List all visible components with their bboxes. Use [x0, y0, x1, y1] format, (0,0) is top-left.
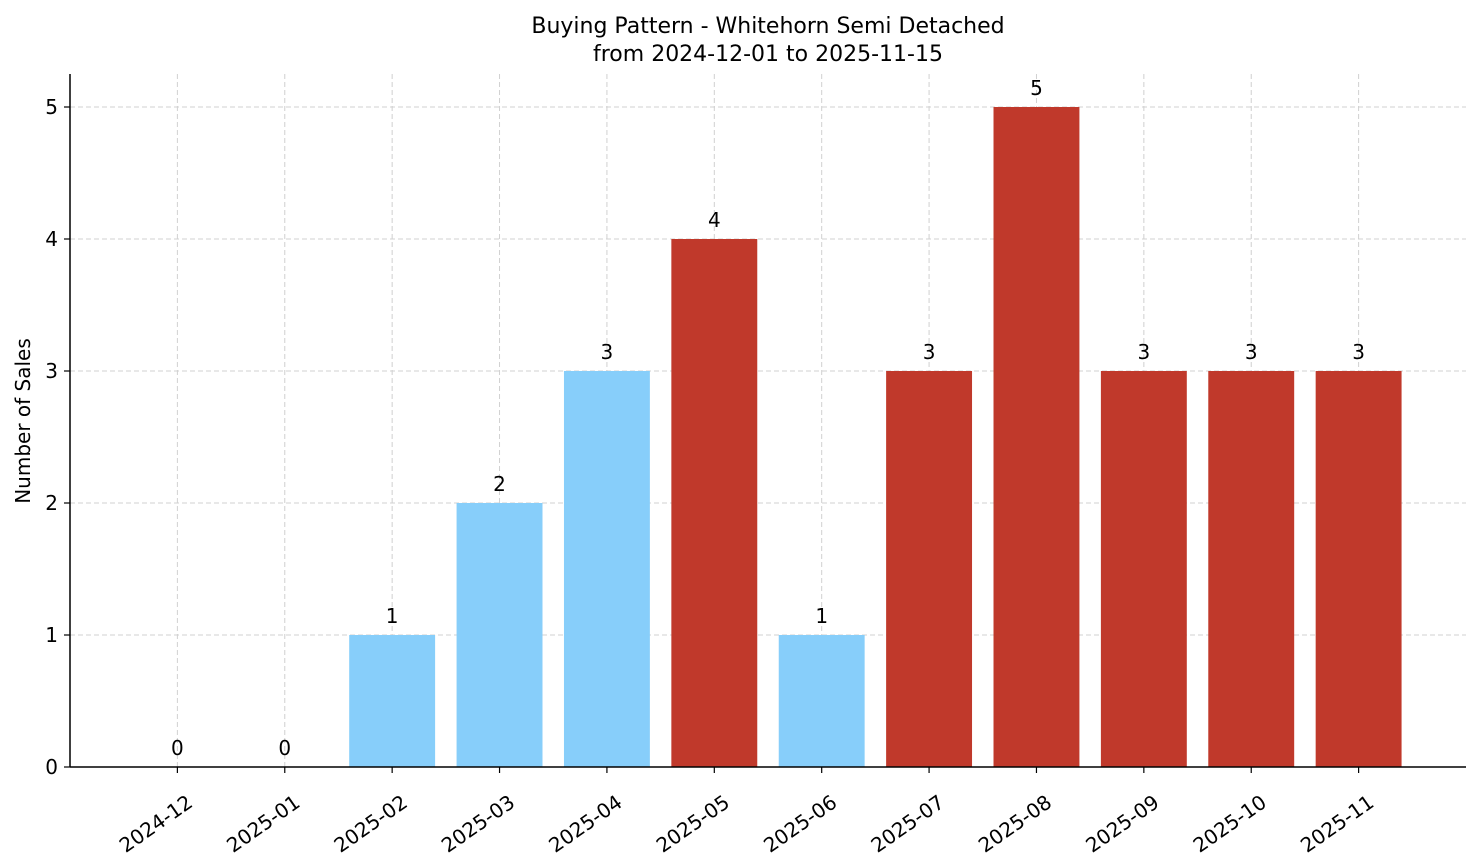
value-label: 4 — [708, 208, 721, 232]
x-tick-label: 2024-12 — [115, 790, 197, 858]
bar — [1100, 371, 1187, 767]
x-tick-label: 2025-01 — [222, 790, 304, 858]
y-tick-label: 1 — [45, 623, 58, 647]
bar — [886, 371, 973, 767]
x-tick-label: 2025-02 — [330, 790, 412, 858]
value-label: 0 — [278, 736, 291, 760]
value-label: 1 — [815, 604, 828, 628]
value-label: 2 — [493, 472, 506, 496]
value-label: 3 — [1137, 340, 1150, 364]
value-label: 3 — [1352, 340, 1365, 364]
bar — [1208, 371, 1295, 767]
x-tick-label: 2025-09 — [1081, 790, 1163, 858]
y-tick-label: 4 — [45, 227, 58, 251]
y-tick-label: 5 — [45, 95, 58, 119]
x-tick-label: 2025-07 — [866, 790, 948, 858]
bar — [563, 371, 650, 767]
x-tick-label: 2025-11 — [1296, 790, 1378, 858]
x-tick-label: 2025-03 — [437, 790, 519, 858]
y-tick-label: 3 — [45, 359, 58, 383]
value-label: 5 — [1030, 76, 1043, 100]
value-label: 0 — [171, 736, 184, 760]
value-label: 3 — [601, 340, 614, 364]
value-label: 3 — [1245, 340, 1258, 364]
value-label: 1 — [386, 604, 399, 628]
chart-subtitle: from 2024-12-01 to 2025-11-15 — [593, 42, 943, 67]
x-tick-label: 2025-08 — [974, 790, 1056, 858]
bar — [671, 239, 758, 767]
x-tick-label: 2025-04 — [544, 790, 626, 858]
chart-title: Buying Pattern - Whitehorn Semi Detached — [531, 14, 1004, 39]
x-tick-label: 2025-10 — [1189, 790, 1271, 858]
y-axis-label: Number of Sales — [11, 338, 35, 504]
value-label: 3 — [923, 340, 936, 364]
bar — [456, 503, 543, 767]
bar — [1315, 371, 1402, 767]
bar — [993, 107, 1080, 767]
x-tick-label: 2025-05 — [652, 790, 734, 858]
bar — [349, 635, 436, 767]
x-tick-label: 2025-06 — [759, 790, 841, 858]
y-tick-label: 2 — [45, 491, 58, 515]
bar — [778, 635, 865, 767]
y-tick-label: 0 — [45, 755, 58, 779]
